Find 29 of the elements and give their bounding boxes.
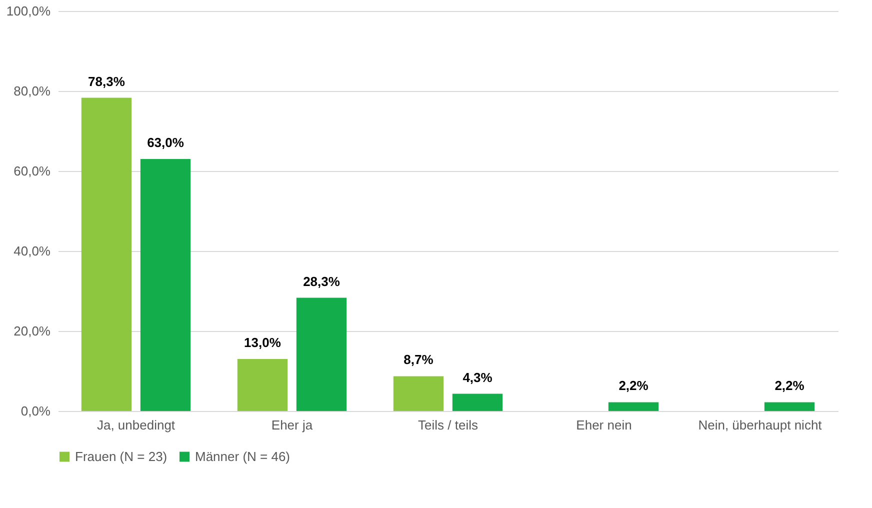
- x-tick-label: Nein, überhaupt nicht: [698, 418, 822, 432]
- data-label: 2,2%: [774, 378, 805, 394]
- legend-label: Männer (N = 46): [195, 448, 290, 464]
- data-label: 4,3%: [462, 370, 493, 385]
- x-tick-label: Teils / teils: [418, 418, 478, 432]
- y-tick-label: 20,0%: [14, 324, 51, 338]
- x-tick-label: Eher nein: [576, 418, 632, 432]
- bar: [140, 159, 191, 411]
- bar: [237, 359, 288, 411]
- y-tick-label: 100,0%: [6, 4, 51, 18]
- data-label: 8,7%: [404, 352, 434, 368]
- bar: [452, 394, 503, 411]
- x-tick-label: Eher ja: [271, 418, 314, 432]
- y-tick-label: 40,0%: [14, 244, 51, 258]
- bar: [296, 298, 347, 411]
- data-label: 13,0%: [244, 335, 282, 350]
- x-tick-label: Ja, unbedingt: [96, 418, 176, 432]
- bar: [608, 402, 659, 411]
- data-label: 78,3%: [88, 74, 126, 89]
- bar: [764, 402, 815, 411]
- y-tick-label: 80,0%: [14, 84, 51, 98]
- data-label: 63,0%: [147, 135, 184, 150]
- y-tick-label: 60,0%: [14, 164, 51, 178]
- data-label: 2,2%: [618, 378, 649, 394]
- y-tick-label: 0,0%: [20, 404, 51, 418]
- legend-label: Frauen (N = 23): [75, 448, 168, 464]
- data-label: 28,3%: [303, 274, 340, 289]
- bar: [81, 98, 132, 411]
- bar: [393, 376, 444, 411]
